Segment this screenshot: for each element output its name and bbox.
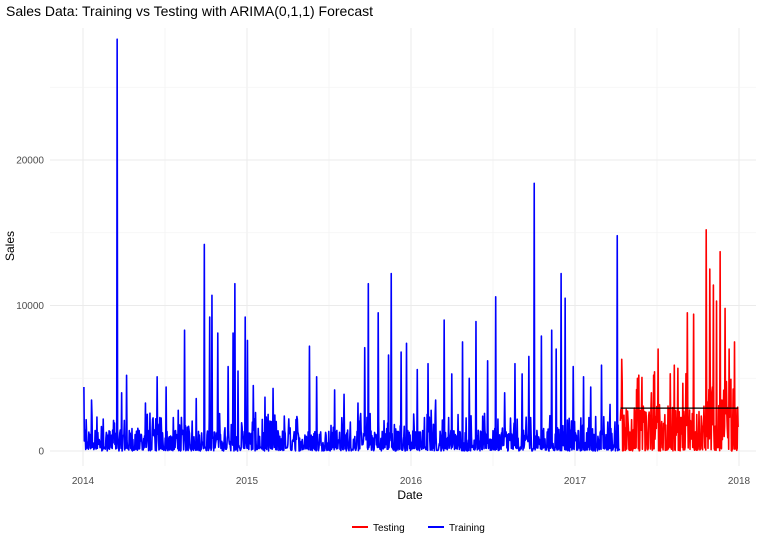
- x-axis-title: Date: [397, 488, 423, 502]
- series-line-testing: [619, 229, 739, 452]
- legend-label-training: Training: [449, 523, 485, 534]
- y-tick-label: 0: [38, 447, 44, 458]
- x-tick-label: 2017: [564, 476, 587, 487]
- y-axis-title: Sales: [3, 231, 17, 261]
- y-tick-label: 20000: [16, 156, 44, 167]
- series-line-training: [83, 38, 621, 452]
- y-tick-label: 10000: [16, 301, 44, 312]
- legend: Testing Training: [352, 523, 485, 534]
- legend-label-testing: Testing: [373, 523, 405, 534]
- series-layer: [83, 38, 739, 452]
- x-tick-label: 2014: [72, 476, 95, 487]
- x-tick-label: 2016: [400, 476, 423, 487]
- x-tick-label: 2015: [236, 476, 259, 487]
- chart-title: Sales Data: Training vs Testing with ARI…: [6, 3, 373, 19]
- x-tick-label: 2018: [728, 476, 751, 487]
- axis-ticks: 2014 2015 2016 2017 2018 0 10000 20000: [16, 156, 750, 488]
